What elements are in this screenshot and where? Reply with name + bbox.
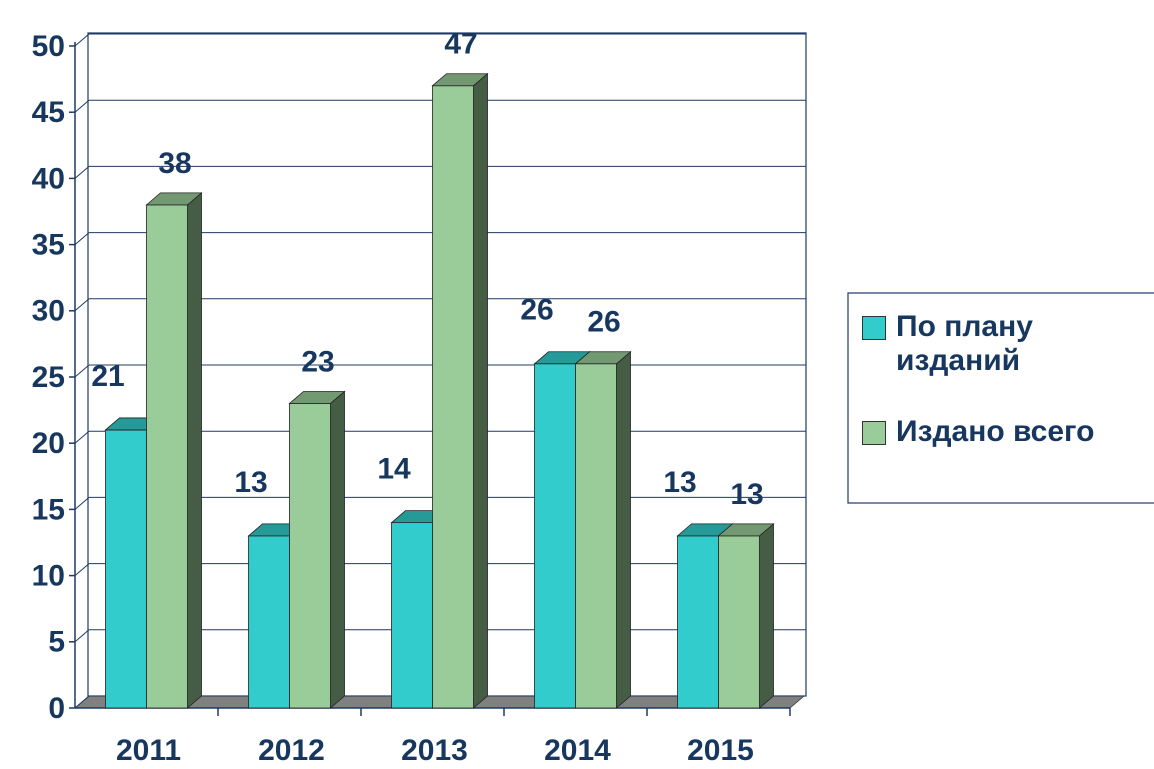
y-tick-label: 15 [32, 493, 65, 526]
legend-label: Издано всего [896, 415, 1095, 448]
legend-swatch [862, 421, 886, 445]
data-label: 21 [91, 360, 124, 393]
y-tick-label: 10 [32, 560, 65, 593]
y-tick-label: 0 [48, 692, 65, 725]
y-tick-label: 40 [32, 162, 65, 195]
data-label: 47 [444, 28, 477, 61]
bar-side [187, 192, 202, 709]
side-grid-line [74, 99, 90, 113]
bar [718, 535, 760, 709]
legend-swatch [862, 316, 886, 340]
data-label: 13 [663, 466, 696, 499]
bar [391, 522, 433, 709]
side-grid-line [74, 364, 90, 378]
y-tick-label: 20 [32, 427, 65, 460]
y-tick-label: 45 [32, 96, 65, 129]
bar-side [330, 390, 345, 709]
bar [105, 429, 147, 709]
data-label: 14 [377, 453, 411, 486]
x-tick-label: 2013 [401, 734, 468, 767]
data-label: 26 [520, 294, 553, 327]
y-tick-label: 50 [32, 30, 65, 63]
side-grid-line [74, 33, 90, 47]
bar-top [431, 73, 489, 87]
x-tick-label: 2012 [258, 734, 325, 767]
bar-side [473, 72, 488, 709]
bar [534, 363, 576, 709]
bar-top [288, 391, 346, 404]
bar [575, 363, 617, 709]
side-grid-line [74, 497, 90, 510]
legend-entry: Издано всего [862, 415, 1142, 449]
y-tick-label: 35 [32, 229, 65, 262]
bar [432, 85, 474, 709]
x-tick-label: 2011 [116, 734, 181, 767]
y-tick-label: 30 [32, 295, 65, 328]
side-grid-line [74, 430, 90, 444]
bar [248, 535, 290, 709]
bar [677, 535, 719, 709]
side-grid-line [74, 166, 90, 179]
y-tick-label: 5 [48, 626, 65, 659]
side-grid-line [74, 629, 90, 643]
legend-box [847, 292, 1154, 504]
data-label: 38 [158, 147, 191, 180]
bar-side [616, 350, 631, 709]
bar-top [145, 192, 203, 206]
side-grid-line [74, 695, 90, 709]
x-tick-label: 2014 [544, 734, 611, 767]
data-label: 13 [730, 478, 763, 511]
legend-label: По плану изданий [896, 310, 1033, 377]
bar-top [574, 351, 632, 365]
bar-side [759, 523, 774, 709]
bar [289, 403, 331, 709]
legend-entry: По плану изданий [862, 310, 1142, 378]
data-label: 26 [587, 306, 620, 339]
x-tick-label: 2015 [687, 734, 754, 767]
bar [146, 204, 188, 709]
side-grid-line [74, 563, 90, 576]
y-tick-label: 25 [32, 361, 65, 394]
bar-top [717, 523, 775, 537]
side-grid-line [74, 232, 90, 245]
data-label: 13 [234, 466, 267, 499]
side-grid-line [74, 298, 90, 312]
data-label: 23 [301, 345, 334, 378]
